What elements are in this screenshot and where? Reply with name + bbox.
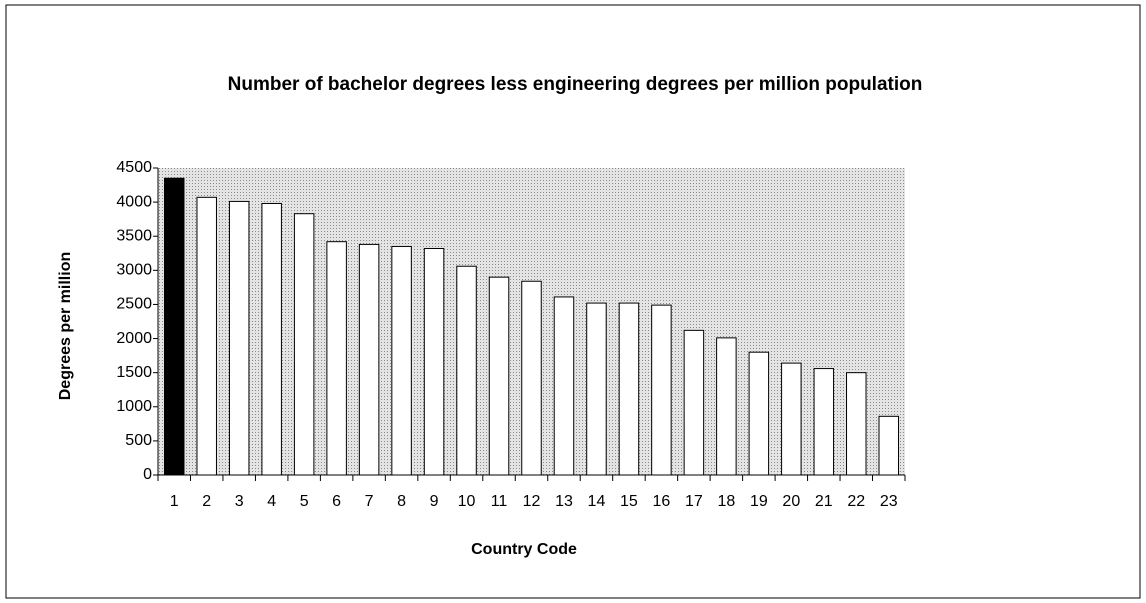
y-tick-label: 500 bbox=[125, 432, 152, 449]
x-tick-label: 9 bbox=[430, 493, 439, 510]
y-tick-label: 1500 bbox=[116, 364, 152, 381]
bar bbox=[358, 243, 380, 476]
bar bbox=[163, 177, 185, 476]
x-tick-label: 16 bbox=[653, 493, 671, 510]
x-tick-label: 7 bbox=[365, 493, 374, 510]
x-tick-label: 19 bbox=[750, 493, 768, 510]
x-tick-label: 2 bbox=[202, 493, 211, 510]
x-tick-label: 5 bbox=[300, 493, 309, 510]
chart-border bbox=[5, 4, 1141, 599]
y-tick-label: 0 bbox=[143, 466, 152, 483]
x-tick-label: 11 bbox=[491, 493, 508, 510]
bar bbox=[586, 302, 607, 476]
bar bbox=[651, 304, 672, 476]
bar bbox=[846, 372, 867, 476]
x-tick-label: 6 bbox=[332, 493, 341, 510]
bar bbox=[748, 351, 770, 476]
y-tick-label: 1000 bbox=[116, 398, 152, 415]
y-tick-label: 2500 bbox=[116, 296, 152, 313]
x-tick-label: 23 bbox=[880, 493, 898, 510]
x-tick-label: 13 bbox=[555, 493, 573, 510]
bar bbox=[781, 362, 802, 476]
chart-title: Number of bachelor degrees less engineer… bbox=[227, 74, 923, 95]
bar bbox=[878, 415, 900, 476]
bar bbox=[488, 276, 510, 476]
bar bbox=[521, 280, 542, 476]
bar bbox=[683, 329, 705, 476]
x-axis-label: Country Code bbox=[471, 541, 577, 558]
y-tick-label: 3500 bbox=[116, 227, 152, 244]
x-tick-label: 12 bbox=[523, 493, 541, 510]
y-tick-label: 2000 bbox=[116, 330, 152, 347]
x-tick-label: 3 bbox=[235, 493, 244, 510]
x-tick-label: 4 bbox=[267, 493, 276, 510]
bar bbox=[228, 200, 250, 476]
bar bbox=[456, 265, 477, 476]
x-tick-label: 10 bbox=[458, 493, 476, 510]
bar bbox=[423, 248, 445, 476]
x-tick-label: 14 bbox=[588, 493, 606, 510]
bar bbox=[293, 213, 315, 476]
bar bbox=[196, 196, 217, 476]
x-tick-label: 15 bbox=[620, 493, 638, 510]
x-tick-label: 18 bbox=[717, 493, 735, 510]
x-tick-label: 20 bbox=[782, 493, 800, 510]
bar bbox=[813, 368, 835, 476]
x-tick-label: 17 bbox=[685, 493, 703, 510]
bar bbox=[391, 245, 412, 476]
bar bbox=[553, 296, 575, 476]
y-tick-label: 4500 bbox=[116, 159, 152, 176]
x-tick-label: 1 bbox=[170, 493, 179, 510]
bar bbox=[618, 302, 640, 476]
bar bbox=[261, 202, 282, 476]
x-tick-label: 21 bbox=[815, 493, 833, 510]
y-axis-label: Degrees per million bbox=[57, 252, 74, 401]
y-tick-label: 3000 bbox=[116, 262, 152, 279]
y-tick-label: 4000 bbox=[116, 193, 152, 210]
x-tick-label: 22 bbox=[847, 493, 865, 510]
bar bbox=[716, 337, 737, 476]
x-tick-label: 8 bbox=[397, 493, 406, 510]
bar bbox=[326, 241, 347, 476]
